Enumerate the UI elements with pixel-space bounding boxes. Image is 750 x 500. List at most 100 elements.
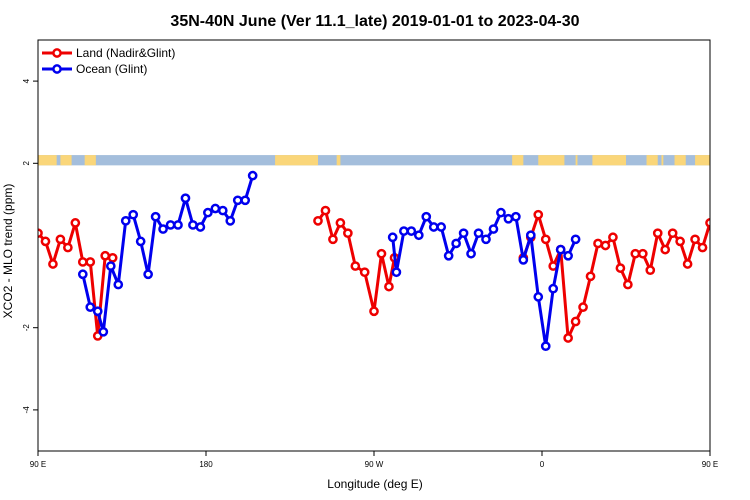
data-point xyxy=(563,333,573,343)
data-point xyxy=(391,267,402,278)
data-point xyxy=(729,308,736,315)
data-point xyxy=(240,195,251,206)
data-point xyxy=(600,240,611,251)
data-point xyxy=(369,306,379,317)
data-point xyxy=(744,254,750,261)
axes: 90 E 180 90 W 0 90 E -4 -2 2 4 xyxy=(22,78,718,469)
data-point xyxy=(335,218,346,228)
land-band xyxy=(661,155,664,166)
data-point xyxy=(98,326,109,337)
data-point xyxy=(518,255,529,265)
data-point xyxy=(570,316,581,327)
data-point xyxy=(100,250,111,261)
land-band xyxy=(60,155,72,166)
x-tick-label: 90 E xyxy=(702,460,718,469)
data-point xyxy=(458,228,469,239)
data-point xyxy=(180,193,191,204)
data-point xyxy=(85,302,96,312)
data-point xyxy=(721,258,728,265)
land-band xyxy=(575,155,578,166)
data-point xyxy=(225,215,236,226)
data-point xyxy=(473,228,484,239)
data-point xyxy=(217,205,228,216)
data-point xyxy=(40,236,51,247)
land-ocean-strip xyxy=(38,155,747,166)
data-point xyxy=(436,222,447,232)
data-point xyxy=(652,228,663,239)
y-axis-label: XCO2 - MLO trend (ppm) xyxy=(1,184,15,319)
data-point xyxy=(120,215,131,226)
data-point xyxy=(511,211,521,222)
y-tick-label: -2 xyxy=(22,324,31,332)
land-band xyxy=(695,155,710,166)
data-point xyxy=(421,211,432,222)
data-point xyxy=(563,250,573,261)
data-point xyxy=(630,248,641,259)
data-point xyxy=(714,258,721,265)
land-band xyxy=(84,155,96,166)
land-band xyxy=(732,155,747,165)
y-tick-label: -4 xyxy=(22,406,31,414)
data-point xyxy=(540,234,551,245)
data-point xyxy=(195,222,206,232)
data-point xyxy=(481,234,491,245)
data-point xyxy=(210,203,221,214)
land-band xyxy=(275,155,318,166)
data-point xyxy=(399,226,409,236)
x-tick-label: 90 E xyxy=(30,460,46,469)
data-point xyxy=(165,220,176,230)
data-point xyxy=(105,261,116,271)
data-point xyxy=(203,207,213,218)
land-band xyxy=(38,155,57,166)
data-point xyxy=(428,222,439,232)
data-point xyxy=(578,302,588,312)
legend-marker xyxy=(52,64,62,74)
data-point xyxy=(92,306,103,317)
land-band xyxy=(512,155,524,166)
data-point xyxy=(128,209,139,220)
data-point xyxy=(313,215,323,226)
x-tick-label: 180 xyxy=(199,460,213,469)
data-point xyxy=(533,209,544,220)
data-point xyxy=(675,236,685,247)
data-point xyxy=(615,263,626,273)
data-point xyxy=(413,230,424,241)
data-point xyxy=(48,259,58,269)
legend-marker xyxy=(52,48,62,58)
data-point xyxy=(697,242,708,253)
data-point xyxy=(540,341,551,352)
data-point xyxy=(488,224,499,234)
data-point xyxy=(466,248,476,259)
data-point xyxy=(660,244,671,255)
data-point xyxy=(548,283,559,294)
data-point xyxy=(690,234,700,245)
data-point xyxy=(384,281,394,292)
data-point xyxy=(376,248,387,259)
land-band xyxy=(674,155,686,166)
data-point xyxy=(143,269,153,280)
data-point xyxy=(188,220,198,230)
land-band xyxy=(538,155,565,166)
series-line xyxy=(718,215,750,332)
x-tick-label: 0 xyxy=(540,460,545,469)
data-point xyxy=(503,213,514,224)
data-point xyxy=(387,232,398,243)
data-point xyxy=(70,218,81,228)
chart-title: 35N-40N June (Ver 11.1_late) 2019-01-01 … xyxy=(170,13,579,30)
legend-label: Ocean (Glint) xyxy=(76,62,147,76)
data-point xyxy=(714,271,721,278)
y-tick-label: 4 xyxy=(22,78,31,83)
data-point xyxy=(443,250,454,261)
data-point xyxy=(525,230,536,241)
data-point xyxy=(721,304,728,311)
legend-label: Land (Nadir&Glint) xyxy=(76,46,175,60)
data-point xyxy=(667,228,678,239)
data-point xyxy=(734,328,741,335)
data-point xyxy=(85,257,96,267)
data-point xyxy=(55,234,66,245)
data-point xyxy=(343,228,353,239)
data-point xyxy=(729,332,736,339)
data-point xyxy=(533,292,544,302)
ocean-band xyxy=(38,155,710,166)
